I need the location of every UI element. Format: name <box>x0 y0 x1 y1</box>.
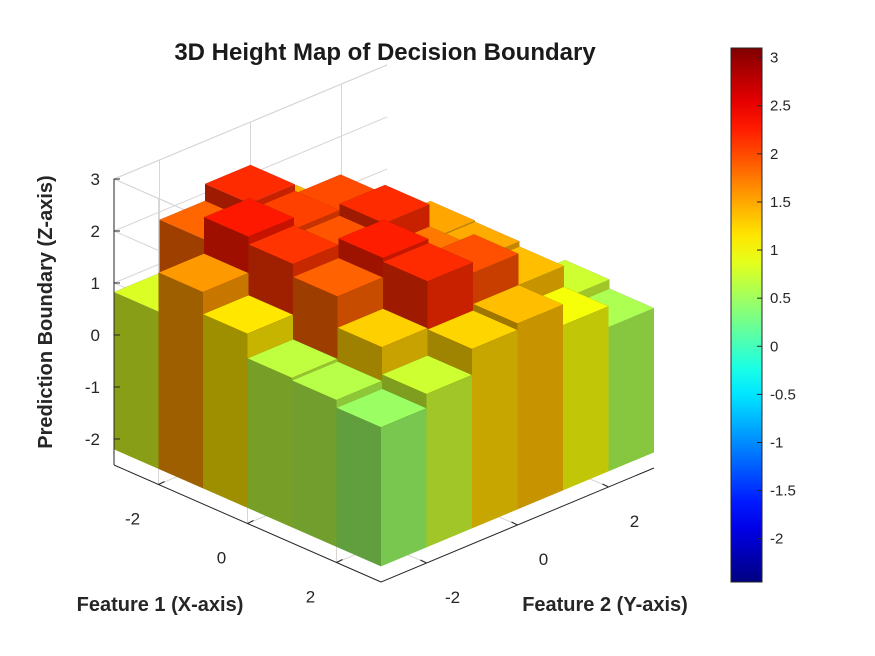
colorbar-tick-label: 0.5 <box>770 290 791 307</box>
colorbar-tick-label: 2.5 <box>770 98 791 115</box>
cell-top-face <box>204 164 296 204</box>
colorbar-tick-label: 0 <box>770 338 778 355</box>
z-axis-label: Prediction Boundary (Z-axis) <box>35 175 57 448</box>
y-tick-label: 0 <box>539 550 548 569</box>
cell-front-face <box>114 292 159 469</box>
surface-plot <box>113 164 655 567</box>
z-tick-label: -2 <box>85 430 100 449</box>
colorbar-tick-label: 1.5 <box>770 194 791 211</box>
cell-top-face <box>203 197 295 237</box>
z-tick-label: 1 <box>91 274 100 293</box>
x-tick-mark <box>336 559 343 563</box>
cell-side-face <box>608 308 654 472</box>
z-tick-label: 3 <box>91 170 100 189</box>
y-tick-mark <box>420 559 427 564</box>
cell-top-face <box>382 242 474 282</box>
cell-front-face <box>336 407 381 567</box>
cell-top-face <box>472 284 564 324</box>
cell-side-face <box>381 408 427 567</box>
cell-top-face <box>381 355 473 395</box>
cell-top-face <box>338 184 431 224</box>
cell-top-face <box>336 308 429 348</box>
x-tick-mark <box>247 520 254 524</box>
colorbar-gradient <box>730 47 763 583</box>
cell-top-face <box>426 310 519 350</box>
colorbar-tick-label: -1 <box>770 434 783 451</box>
cell-side-face <box>563 306 609 491</box>
cell-front-face <box>292 380 337 547</box>
colorbar: -2 -1.5 -1 -0.5 0 0.5 1 1.5 2 2.5 3 <box>730 47 796 583</box>
tick-labels: -2 -1 0 1 2 3 -2 0 2 -2 0 2 <box>85 170 639 607</box>
cell-top-face <box>335 388 428 428</box>
cell-front-face <box>247 358 292 528</box>
cell-front-face <box>158 272 203 489</box>
colorbar-tick-label: -1.5 <box>770 483 796 500</box>
colorbar-tick-label: 1 <box>770 242 778 259</box>
surface-cell <box>335 388 428 567</box>
y-tick-mark <box>511 521 518 526</box>
x-tick-label: 2 <box>306 588 315 607</box>
colorbar-tick-label: 3 <box>770 50 778 67</box>
z-tick-label: -1 <box>85 378 100 397</box>
x-tick-label: -2 <box>125 510 140 529</box>
cell-top-face <box>337 219 430 259</box>
x-axis-label: Feature 1 (X-axis) <box>77 594 244 616</box>
cell-front-face <box>203 314 248 508</box>
cell-side-face <box>472 330 518 529</box>
y-tick-label: -2 <box>445 588 460 607</box>
cell-side-face <box>517 304 563 510</box>
x-tick-mark <box>158 481 165 485</box>
z-tick-label: 2 <box>91 222 100 241</box>
chart-title: 3D Height Map of Decision Boundary <box>174 39 596 66</box>
z-tick-label: 0 <box>91 326 100 345</box>
colorbar-tick-label: -0.5 <box>770 386 796 403</box>
colorbar-tick-label: 2 <box>770 146 778 163</box>
cell-side-face <box>426 375 472 548</box>
colorbar-ticks: -2 -1.5 -1 -0.5 0 0.5 1 1.5 2 2.5 3 <box>757 50 796 548</box>
colorbar-tick-label: -2 <box>770 531 783 548</box>
y-tick-label: 2 <box>630 512 639 531</box>
x-tick-label: 0 <box>217 549 226 568</box>
y-axis-label: Feature 2 (Y-axis) <box>522 594 688 616</box>
y-tick-mark <box>602 483 609 488</box>
